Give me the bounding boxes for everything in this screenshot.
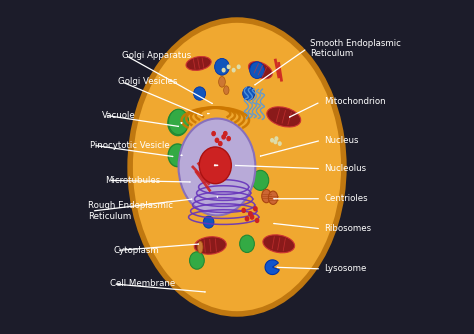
- Text: Vacuole: Vacuole: [102, 111, 136, 120]
- Ellipse shape: [203, 216, 214, 228]
- Text: Nucleolus: Nucleolus: [325, 164, 366, 173]
- Ellipse shape: [271, 139, 273, 142]
- Text: Ribosomes: Ribosomes: [325, 224, 372, 233]
- Ellipse shape: [199, 147, 231, 184]
- Ellipse shape: [275, 137, 278, 140]
- Text: Centrioles: Centrioles: [325, 194, 368, 203]
- Ellipse shape: [267, 107, 301, 127]
- Text: Golgi Apparatus: Golgi Apparatus: [122, 51, 191, 59]
- Ellipse shape: [224, 86, 229, 95]
- Ellipse shape: [130, 20, 344, 314]
- Ellipse shape: [169, 109, 189, 135]
- Text: Pinocytotic Vesicle: Pinocytotic Vesicle: [90, 141, 170, 150]
- Ellipse shape: [186, 56, 211, 70]
- Ellipse shape: [278, 142, 281, 145]
- Ellipse shape: [193, 87, 206, 100]
- Ellipse shape: [237, 65, 240, 68]
- Ellipse shape: [263, 235, 295, 253]
- Ellipse shape: [228, 65, 230, 68]
- Ellipse shape: [219, 142, 222, 146]
- Text: Microtubules: Microtubules: [105, 176, 160, 185]
- Ellipse shape: [249, 212, 252, 216]
- Ellipse shape: [274, 140, 277, 144]
- Ellipse shape: [242, 208, 246, 212]
- Text: Rough Endoplasmic
Reticulum: Rough Endoplasmic Reticulum: [88, 201, 173, 221]
- Ellipse shape: [240, 235, 255, 253]
- Ellipse shape: [190, 252, 204, 269]
- Text: Mitochondrion: Mitochondrion: [324, 98, 385, 106]
- Ellipse shape: [212, 132, 215, 136]
- Ellipse shape: [262, 189, 271, 203]
- Ellipse shape: [254, 207, 257, 211]
- Ellipse shape: [268, 191, 278, 204]
- Text: Lysosome: Lysosome: [325, 265, 367, 273]
- Text: Golgi Vesicles: Golgi Vesicles: [118, 77, 178, 86]
- Ellipse shape: [198, 241, 203, 253]
- Ellipse shape: [179, 119, 255, 215]
- Text: Cytoplasm: Cytoplasm: [113, 246, 159, 255]
- Ellipse shape: [227, 137, 230, 141]
- Ellipse shape: [222, 68, 225, 72]
- Ellipse shape: [248, 61, 272, 79]
- Ellipse shape: [232, 68, 235, 72]
- Ellipse shape: [224, 132, 227, 136]
- Text: Smooth Endoplasmic
Reticulum: Smooth Endoplasmic Reticulum: [310, 39, 401, 58]
- Wedge shape: [265, 260, 279, 275]
- Ellipse shape: [243, 87, 255, 100]
- Ellipse shape: [255, 218, 259, 222]
- Ellipse shape: [222, 135, 225, 139]
- Text: Nucleus: Nucleus: [325, 136, 359, 145]
- Ellipse shape: [246, 217, 249, 221]
- Ellipse shape: [215, 58, 229, 75]
- Ellipse shape: [168, 110, 188, 136]
- Ellipse shape: [168, 144, 187, 167]
- Ellipse shape: [219, 76, 225, 87]
- Ellipse shape: [250, 215, 254, 219]
- Ellipse shape: [250, 62, 264, 78]
- Ellipse shape: [252, 170, 269, 190]
- Ellipse shape: [194, 237, 226, 254]
- Ellipse shape: [215, 138, 219, 142]
- Text: Cell Membrane: Cell Membrane: [110, 280, 175, 288]
